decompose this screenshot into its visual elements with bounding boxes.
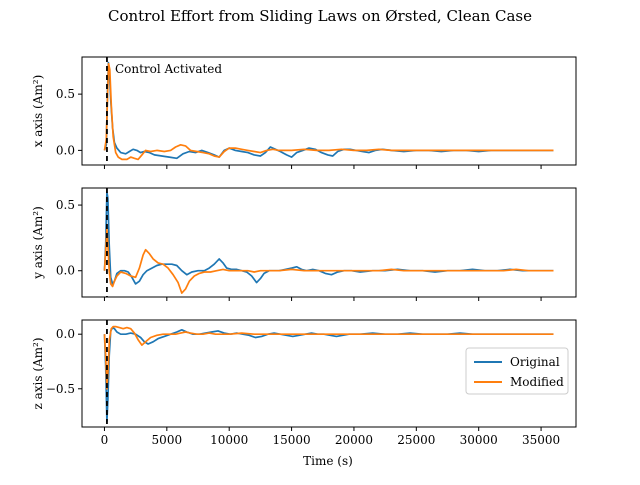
- subplot-x-line-modified: [103, 62, 554, 161]
- control-activated-annotation: Control Activated: [115, 62, 222, 76]
- subplot-y-xticks: [103, 297, 542, 301]
- subplot-z-xticks: 0 5000 10000 15000 20000 25000 30000 35000: [101, 427, 560, 447]
- x-tick-label: 20000: [335, 433, 373, 447]
- x-tick-label: 35000: [522, 433, 560, 447]
- subplot-z-line-modified: [103, 325, 554, 390]
- subplot-x: 0.0 0.5 x axis (Am²) Control Activated: [31, 56, 577, 169]
- subplot-z-yticks: 0.0 −0.5: [46, 327, 82, 396]
- subplot-x-ylabel: x axis (Am²): [31, 75, 45, 148]
- legend: Original Modified: [465, 347, 569, 395]
- subplot-x-line-original: [103, 61, 554, 160]
- x-tick-label: 25000: [397, 433, 435, 447]
- subplot-y-series: [103, 191, 554, 294]
- subplot-z-ytick-label: −0.5: [46, 382, 75, 396]
- legend-label-original: Original: [510, 355, 560, 369]
- subplot-y-ytick-label: 0.0: [56, 264, 75, 278]
- legend-label-modified: Modified: [510, 375, 564, 389]
- subplot-y: 0.0 0.5 y axis (Am²): [31, 187, 577, 301]
- x-tick-label: 30000: [460, 433, 498, 447]
- subplot-y-yticks: 0.0 0.5: [56, 198, 82, 278]
- subplot-y-ylabel: y axis (Am²): [31, 206, 45, 280]
- subplot-x-ytick-label: 0.5: [56, 87, 75, 101]
- subplot-x-frame: [81, 56, 577, 166]
- subplot-y-line-modified: [103, 227, 554, 294]
- subplot-z: 0.0 −0.5 0 5000 10000 15000 20000 25000 30000 35…: [31, 319, 577, 447]
- subplot-y-frame: [81, 187, 577, 298]
- subplot-x-yticks: 0.0 0.5: [56, 87, 82, 157]
- x-tick-label: 15000: [272, 433, 310, 447]
- subplot-x-xticks: [103, 165, 542, 169]
- subplot-x-series: [103, 61, 554, 161]
- x-tick-label: 5000: [152, 433, 183, 447]
- subplot-x-ytick-label: 0.0: [56, 143, 75, 157]
- subplot-z-ytick-label: 0.0: [56, 327, 75, 341]
- x-tick-label: 0: [101, 433, 109, 447]
- subplot-z-frame: [81, 319, 577, 428]
- chart-title: Control Effort from Sliding Laws on Ørst…: [108, 7, 532, 25]
- x-tick-label: 10000: [210, 433, 248, 447]
- subplot-y-ytick-label: 0.5: [56, 198, 75, 212]
- subplot-z-ylabel: z axis (Am²): [31, 337, 45, 409]
- x-axis-label: Time (s): [303, 454, 353, 468]
- subplot-z-series: [103, 325, 554, 423]
